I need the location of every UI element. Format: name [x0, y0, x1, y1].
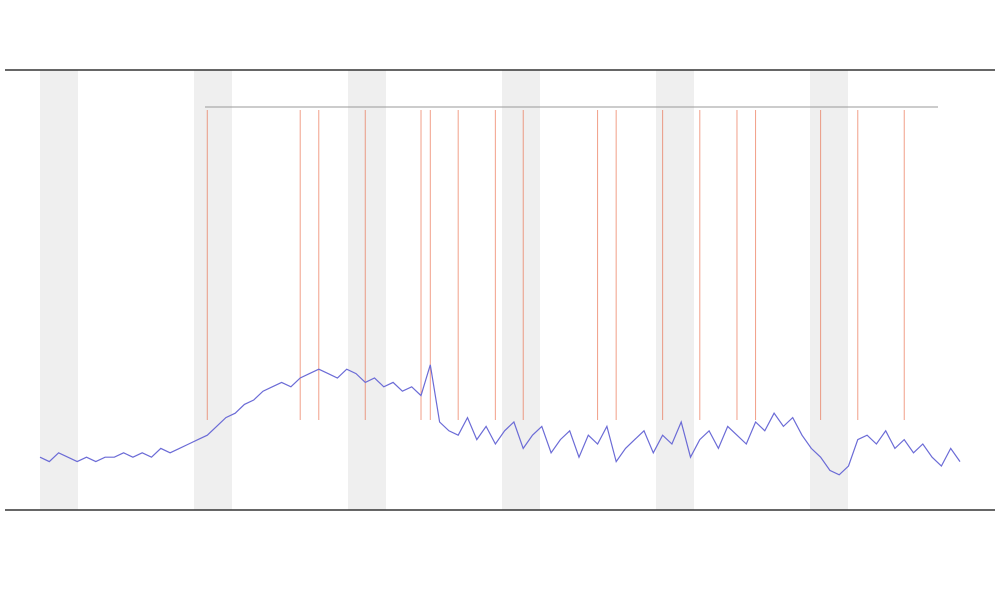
band — [656, 70, 694, 510]
series-line — [39, 364, 961, 476]
band — [502, 70, 540, 510]
band — [348, 70, 386, 510]
band — [194, 70, 232, 510]
band — [810, 70, 848, 510]
background-bands — [40, 70, 848, 510]
band — [40, 70, 78, 510]
